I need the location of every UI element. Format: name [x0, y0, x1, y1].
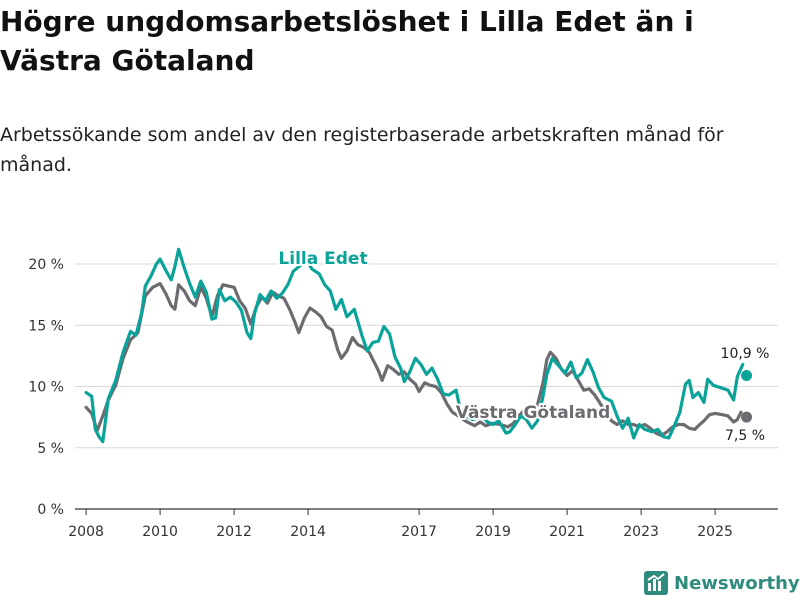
series-label-vastra-gotaland: Västra Götaland	[456, 403, 611, 423]
page-subtitle: Arbetssökande som andel av den registerb…	[0, 124, 724, 176]
series-line-vastra-gotaland	[84, 282, 743, 438]
y-tick-label: 10 %	[28, 380, 64, 396]
x-axis: 2008 2010 2012 2014 2017 2019 2021 2023 2025	[68, 509, 733, 540]
y-tick-label: 15 %	[28, 318, 64, 334]
end-point-lilla-edet	[741, 369, 753, 381]
page-title: Högre ungdomsarbetslöshet i Lilla Edet ä…	[0, 5, 694, 77]
x-tick-label: 2010	[142, 524, 178, 540]
y-tick-label: 20 %	[28, 257, 64, 273]
y-axis: 0 % 5 % 10 % 15 % 20 %	[28, 257, 64, 518]
x-tick-label: 2021	[549, 524, 585, 540]
brand[interactable]: Newsworthy	[644, 568, 800, 598]
series-layer	[84, 247, 753, 444]
x-tick-label: 2017	[401, 524, 437, 540]
x-tick-label: 2025	[697, 524, 733, 540]
brand-name: Newsworthy	[674, 572, 800, 594]
end-value-lilla-edet: 10,9 %	[721, 346, 770, 362]
series-line-lilla-edet	[84, 247, 745, 444]
newsworthy-logo-icon	[644, 571, 668, 595]
x-tick-label: 2023	[623, 524, 659, 540]
y-tick-label: 5 %	[37, 441, 64, 457]
grid-layer	[75, 263, 778, 510]
end-value-vastra-gotaland: 7,5 %	[725, 428, 765, 444]
end-point-vastra-gotaland	[741, 411, 753, 423]
x-tick-label: 2008	[68, 524, 104, 540]
x-tick-label: 2019	[475, 524, 511, 540]
series-label-lilla-edet: Lilla Edet	[278, 249, 367, 269]
y-tick-label: 0 %	[37, 502, 64, 518]
series-labels: Lilla Edet Västra Götaland 10,9 % 7,5 %	[276, 247, 771, 446]
x-tick-label: 2014	[290, 524, 326, 540]
x-tick-label: 2012	[216, 524, 252, 540]
line-chart: 0 %5 %10 %15 %20 % 2008 2010 2012 2014 2017 2…	[28, 247, 778, 540]
